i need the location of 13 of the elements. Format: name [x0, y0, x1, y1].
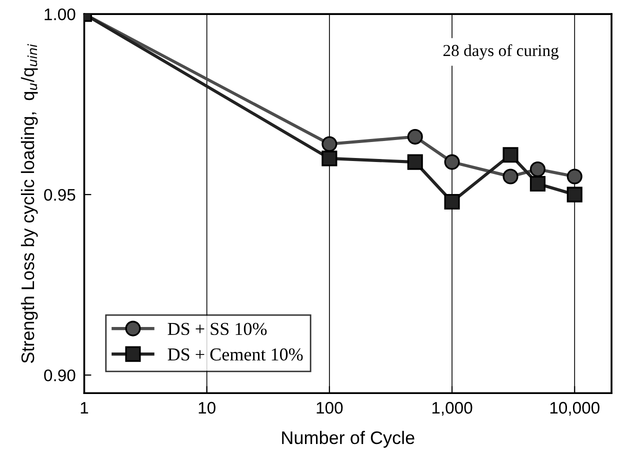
- x-tick-label: 10: [198, 402, 216, 414]
- x-tick-label: 1,000: [432, 402, 472, 416]
- annotation: 28 days of curing: [443, 44, 559, 60]
- legend-label: DS + Cement 10%: [168, 348, 303, 361]
- x-tick-label: 10,000: [550, 402, 600, 416]
- y-tick-label: 0.90: [44, 369, 76, 382]
- x-axis-title: Number of Cycle: [282, 430, 414, 448]
- y-tick-label: 1.00: [44, 8, 76, 20]
- y-axis-title: Strength Loss by cyclic loading, q$_{u}$/q$_{uini}$: [20, 44, 38, 363]
- y-tick-label: 0.95: [44, 188, 76, 201]
- legend-label: DS + SS 10%: [168, 322, 267, 336]
- x-tick-label: 100: [316, 402, 343, 414]
- x-tick-label: 1: [80, 402, 88, 414]
